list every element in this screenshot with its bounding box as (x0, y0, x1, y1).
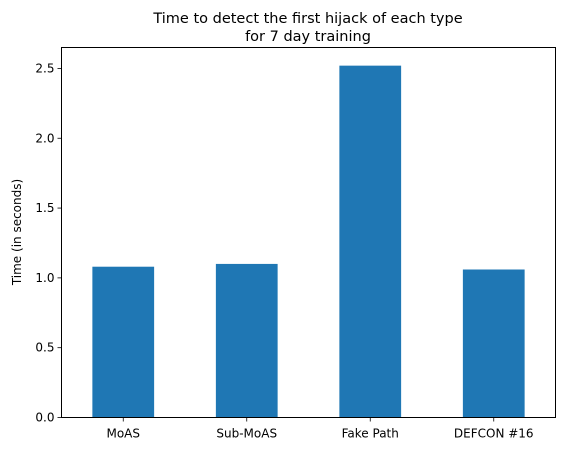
y-tick-label: 2.0 (35, 131, 54, 145)
x-tick-label: DEFCON #16 (454, 427, 534, 441)
bar (339, 65, 402, 418)
y-tick-label: 0.0 (35, 411, 54, 425)
x-tick-label: MoAS (106, 427, 140, 441)
y-axis-ticks: 0.0 0.5 1.0 1.5 2.0 2.5 (35, 61, 62, 425)
plot-area-frame (61, 47, 556, 418)
y-tick-label: 0.5 (35, 341, 54, 355)
x-axis-ticks: MoAS Sub-MoAS Fake Path DEFCON #16 (106, 417, 534, 441)
bar (215, 263, 278, 418)
y-tick-label: 2.5 (35, 61, 54, 75)
y-tick-label: 1.0 (35, 271, 54, 285)
x-tick-label: Sub-MoAS (216, 427, 277, 441)
y-axis-label: Time (in seconds) (10, 179, 24, 286)
chart-title-line-2: for 7 day training (245, 29, 371, 45)
bar (462, 269, 525, 418)
bars-group (92, 65, 525, 418)
x-tick-label: Fake Path (342, 427, 399, 441)
chart-title-line-1: Time to detect the first hijack of each … (152, 11, 462, 27)
chart-title: Time to detect the first hijack of each … (152, 11, 462, 45)
bar (92, 266, 155, 418)
y-tick-label: 1.5 (35, 201, 54, 215)
